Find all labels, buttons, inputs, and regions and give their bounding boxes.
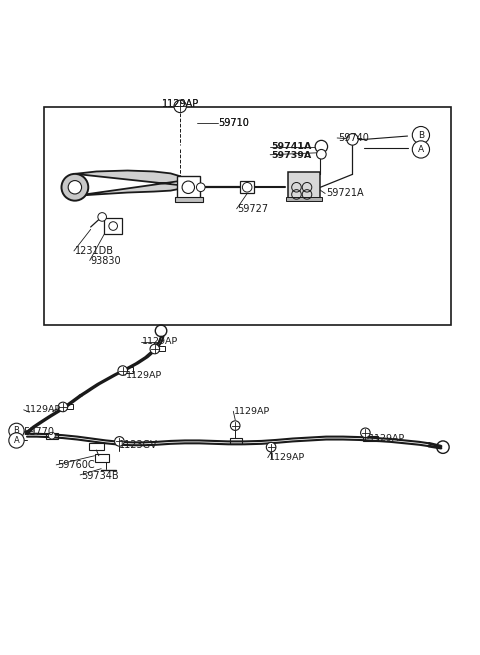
Circle shape [412,141,430,158]
Bar [89,443,104,450]
Text: 1129AP: 1129AP [142,337,178,346]
Bar [240,181,254,193]
Circle shape [118,365,128,375]
Text: 1123GV: 1123GV [120,440,158,450]
Text: 59739A: 59739A [271,151,312,160]
Circle shape [58,402,68,412]
Circle shape [150,345,159,354]
Bar [287,197,322,201]
Circle shape [242,183,252,192]
Bar [59,403,73,409]
Text: 59734B: 59734B [81,471,119,481]
Circle shape [266,442,276,452]
Circle shape [315,140,327,153]
Polygon shape [75,170,186,196]
Circle shape [347,134,358,145]
Text: 59710: 59710 [218,118,249,128]
Bar [288,172,321,198]
Text: 59710: 59710 [218,118,249,128]
Bar [151,346,165,352]
Bar [119,367,133,373]
Circle shape [61,174,88,200]
Bar [46,433,58,439]
Text: 59740: 59740 [338,133,369,143]
Circle shape [196,183,205,191]
Bar [363,436,378,441]
Bar [175,197,203,202]
Text: 1129AP: 1129AP [126,371,162,380]
Text: A: A [418,145,424,154]
Circle shape [317,149,326,159]
Bar [230,438,242,444]
Text: 59721A: 59721A [326,189,364,198]
Text: B: B [13,426,19,436]
Text: 59760C: 59760C [57,460,95,470]
Bar [104,218,122,234]
Circle shape [115,437,124,446]
Text: 59770: 59770 [24,427,55,437]
Text: 1129AP: 1129AP [269,453,305,462]
Circle shape [9,423,24,439]
Circle shape [412,126,430,143]
Text: B: B [418,130,424,140]
Circle shape [174,100,186,113]
Circle shape [230,421,240,430]
Circle shape [360,428,370,438]
Text: 59727: 59727 [238,204,269,214]
Circle shape [48,432,55,439]
Bar [95,454,109,462]
Circle shape [68,181,82,194]
Circle shape [98,213,107,221]
Text: 1129AP: 1129AP [24,405,61,415]
Circle shape [9,433,24,448]
Text: 1129AP: 1129AP [234,407,271,416]
Text: 59741A: 59741A [271,142,312,151]
Text: A: A [13,436,19,445]
Bar [44,107,451,325]
Text: 1129AP: 1129AP [162,98,199,109]
Text: 93830: 93830 [91,257,121,267]
Circle shape [182,181,194,193]
Text: 1129AP: 1129AP [162,98,199,109]
Text: 1231DB: 1231DB [75,246,114,256]
Bar [177,176,200,199]
Text: 1129AP: 1129AP [369,434,406,443]
